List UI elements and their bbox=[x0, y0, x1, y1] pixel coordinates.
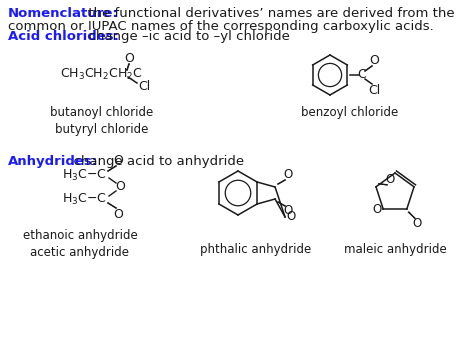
Text: maleic anhydride: maleic anhydride bbox=[344, 243, 447, 256]
Text: change –ic acid to –yl chloride: change –ic acid to –yl chloride bbox=[80, 30, 290, 43]
Text: Cl: Cl bbox=[368, 83, 380, 97]
Text: Nomenclature:: Nomenclature: bbox=[8, 7, 119, 20]
Text: O: O bbox=[115, 180, 125, 193]
Text: benzoyl chloride: benzoyl chloride bbox=[301, 106, 399, 119]
Text: change acid to anhydride: change acid to anhydride bbox=[65, 155, 244, 168]
Text: common or IUPAC names of the corresponding carboxylic acids.: common or IUPAC names of the correspondi… bbox=[8, 20, 434, 33]
Text: C: C bbox=[357, 69, 366, 82]
Text: Anhydrides:: Anhydrides: bbox=[8, 155, 98, 168]
Text: butanoyl chloride
butyryl chloride: butanoyl chloride butyryl chloride bbox=[50, 106, 154, 136]
Text: ethanoic anhydride
acetic anhydride: ethanoic anhydride acetic anhydride bbox=[23, 229, 137, 259]
Text: O: O bbox=[373, 203, 382, 216]
Text: O: O bbox=[113, 153, 123, 166]
Text: H$_3$C$-$C: H$_3$C$-$C bbox=[62, 191, 107, 207]
Text: O: O bbox=[113, 208, 123, 220]
Text: O: O bbox=[283, 204, 292, 218]
Text: CH$_3$CH$_2$CH$_2$C: CH$_3$CH$_2$CH$_2$C bbox=[60, 66, 143, 82]
Text: H$_3$C$-$C: H$_3$C$-$C bbox=[62, 168, 107, 182]
Text: O: O bbox=[286, 211, 296, 224]
Text: O: O bbox=[412, 217, 421, 230]
Text: the functional derivatives’ names are derived from the: the functional derivatives’ names are de… bbox=[84, 7, 455, 20]
Text: Acid chlorides:: Acid chlorides: bbox=[8, 30, 119, 43]
Text: O: O bbox=[283, 169, 292, 181]
Text: O: O bbox=[369, 54, 379, 66]
Text: O: O bbox=[385, 173, 394, 186]
Text: O: O bbox=[124, 51, 134, 65]
Text: phthalic anhydride: phthalic anhydride bbox=[201, 243, 311, 256]
Text: Cl: Cl bbox=[138, 81, 150, 93]
